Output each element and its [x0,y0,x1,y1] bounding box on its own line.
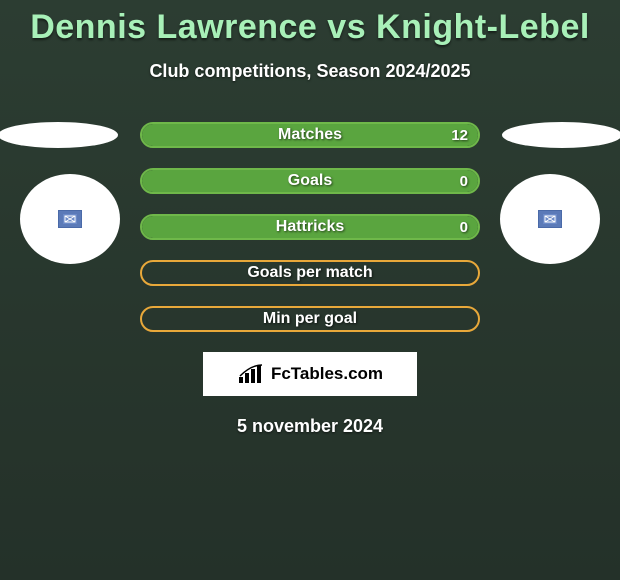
flag-placeholder-icon [58,210,82,228]
right-player-badge [500,174,600,264]
stat-bars: Matches 12 Goals 0 Hattricks 0 Goals per match… [140,122,480,332]
left-ellipse-decor [0,122,118,148]
stat-bar-label: Min per goal [263,310,357,328]
right-ellipse-decor [502,122,620,148]
stat-bar: Min per goal [140,306,480,332]
flag-placeholder-icon [538,210,562,228]
stat-bar: Goals per match [140,260,480,286]
logo-text: FcTables.com [271,364,383,384]
stat-bar: Hattricks 0 [140,214,480,240]
stat-bar-label: Hattricks [276,218,344,236]
comparison-content: Matches 12 Goals 0 Hattricks 0 Goals per match… [0,122,620,437]
page-title: Dennis Lawrence vs Knight-Lebel [0,0,620,47]
stat-bar-label: Matches [278,126,342,144]
stat-bar-label: Goals per match [247,264,372,282]
stat-bar: Matches 12 [140,122,480,148]
stat-bar-value: 0 [460,173,468,190]
stat-bar: Goals 0 [140,168,480,194]
fctables-logo: FcTables.com [203,352,417,396]
stat-bar-value: 0 [460,219,468,236]
date-text: 5 november 2024 [0,416,620,437]
stat-bar-value: 12 [451,127,468,144]
subtitle: Club competitions, Season 2024/2025 [0,61,620,82]
stat-bar-label: Goals [288,172,332,190]
left-player-badge [20,174,120,264]
logo-chart-icon [237,363,265,385]
